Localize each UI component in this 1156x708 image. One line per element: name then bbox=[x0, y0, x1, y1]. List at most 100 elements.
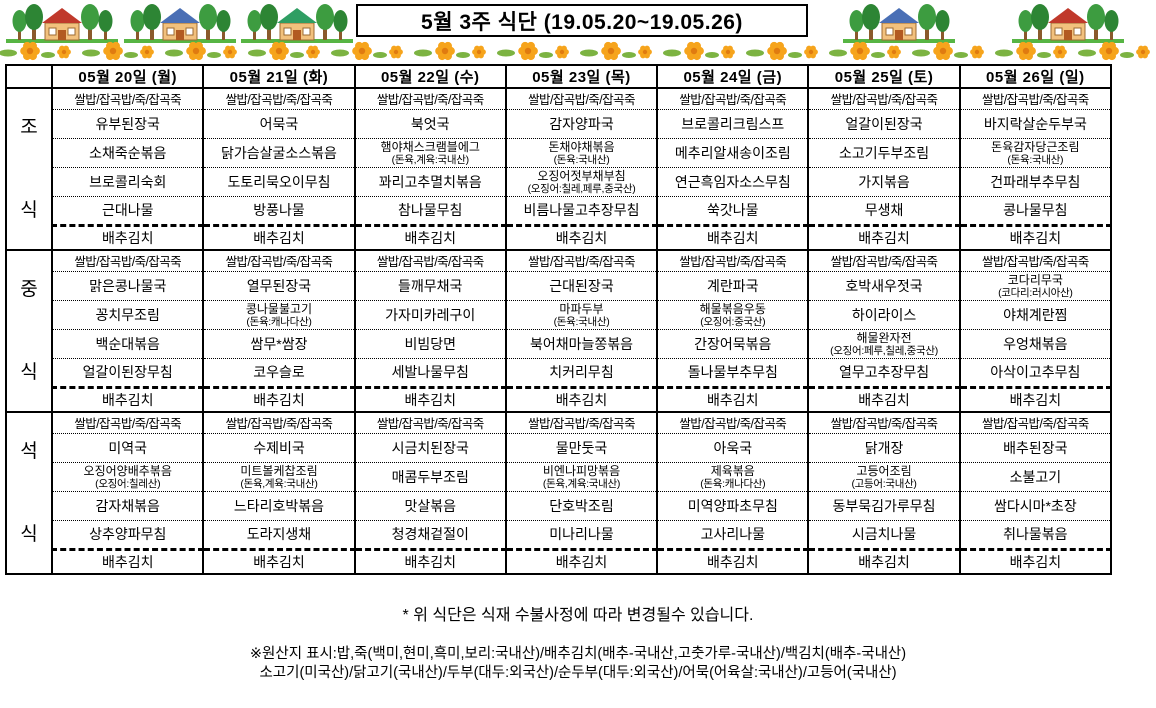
menu-item: 미나리나물 bbox=[504, 520, 658, 550]
tree-icon bbox=[216, 10, 230, 40]
rice-options: 쌀밥/잡곡밥/죽/잡곡죽 bbox=[504, 88, 658, 110]
flower-icon bbox=[555, 45, 569, 59]
menu-item: 매콤두부조림 bbox=[353, 462, 506, 492]
origin-note: (코다리:러시아산) bbox=[998, 286, 1073, 299]
menu-item: 단호박조림 bbox=[504, 491, 658, 521]
kimchi-item: 배추김치 bbox=[958, 385, 1111, 413]
menu-item: 들깨무채국 bbox=[353, 271, 506, 301]
kimchi-item: 배추김치 bbox=[807, 385, 960, 413]
menu-item: 해물완자전 (오징어:페루,칠레,중국산) bbox=[807, 329, 960, 359]
menu-item: 고사리나물 bbox=[656, 520, 809, 550]
house-icon bbox=[878, 8, 919, 41]
menu-item: 도라지생채 bbox=[202, 520, 355, 550]
title-box: 5월 3주 식단 (19.05.20~19.05.26) bbox=[356, 4, 808, 37]
menu-item: 소불고기 bbox=[958, 462, 1111, 492]
leaf-icon bbox=[373, 52, 387, 58]
menu-item: 아삭이고추무침 bbox=[958, 358, 1111, 388]
house-tree-group bbox=[123, 4, 236, 43]
menu-item: 제육볶음 (돈육:캐나다산) bbox=[656, 462, 809, 492]
tree-icon bbox=[12, 10, 27, 40]
kimchi-item: 배추김치 bbox=[202, 223, 355, 251]
flower-icon bbox=[435, 41, 455, 61]
flower-icon bbox=[721, 45, 735, 59]
house-tree-group bbox=[241, 4, 353, 43]
house-tree-group bbox=[842, 4, 955, 43]
flower-icon bbox=[223, 45, 237, 59]
menu-item: 감자채볶음 bbox=[51, 491, 204, 521]
leaf-icon bbox=[663, 49, 681, 57]
day-header: 05월 24일 (금) bbox=[656, 65, 809, 89]
menu-item: 닭가슴살굴소스볶음 bbox=[202, 138, 355, 168]
menu-item: 열무된장국 bbox=[202, 271, 355, 301]
rice-options: 쌀밥/잡곡밥/죽/잡곡죽 bbox=[202, 250, 355, 272]
menu-item: 소채죽순볶음 bbox=[51, 138, 204, 168]
origin-note: (돈육:국내산) bbox=[1007, 153, 1064, 166]
menu-item: 맛살볶음 bbox=[353, 491, 506, 521]
leaf-icon bbox=[746, 49, 764, 57]
leaf-icon bbox=[414, 49, 432, 57]
kimchi-item: 배추김치 bbox=[656, 385, 809, 413]
kimchi-item: 배추김치 bbox=[353, 547, 506, 575]
menu-item: 미역양파초무침 bbox=[656, 491, 809, 521]
house-tree-group bbox=[1011, 4, 1124, 43]
menu-item: 메추리알새송이조림 bbox=[656, 138, 809, 168]
leaf-icon bbox=[248, 49, 266, 57]
flower-icon bbox=[1099, 41, 1119, 61]
flower-icon bbox=[638, 45, 652, 59]
menu-item: 계란파국 bbox=[656, 271, 809, 301]
grass-icon bbox=[1011, 39, 1124, 43]
menu-item: 도토리묵오이무침 bbox=[202, 167, 355, 197]
kimchi-item: 배추김치 bbox=[656, 547, 809, 575]
kimchi-item: 배추김치 bbox=[51, 223, 204, 251]
menu-table: 05월 20일 (월) 05월 21일 (화) 05월 22일 (수) 05월 23일… bbox=[4, 64, 1112, 575]
menu-item: 맑은콩나물국 bbox=[51, 271, 204, 301]
menu-item: 하이라이스 bbox=[807, 300, 960, 330]
leaf-icon bbox=[0, 49, 17, 57]
tree-icon bbox=[247, 10, 262, 40]
menu-item: 취나물볶음 bbox=[958, 520, 1111, 550]
leaf-icon bbox=[912, 49, 930, 57]
menu-item: 코다리무국 (코다리:러시아산) bbox=[958, 271, 1111, 301]
menu-item: 북어채마늘쫑볶음 bbox=[504, 329, 658, 359]
menu-item: 어묵국 bbox=[202, 109, 355, 139]
day-header: 05월 21일 (화) bbox=[202, 65, 355, 89]
tree-icon bbox=[861, 4, 880, 40]
tree-icon bbox=[1018, 10, 1032, 40]
day-header: 05월 25일 (토) bbox=[807, 65, 960, 89]
day-header: 05월 23일 (목) bbox=[504, 65, 658, 89]
rice-options: 쌀밥/잡곡밥/죽/잡곡죽 bbox=[51, 412, 204, 434]
rice-options: 쌀밥/잡곡밥/죽/잡곡죽 bbox=[807, 250, 960, 272]
menu-item: 간장어묵볶음 bbox=[656, 329, 809, 359]
flower-icon bbox=[1136, 45, 1150, 59]
menu-item: 오징어양배추볶음 (오징어:칠레산) bbox=[51, 462, 204, 492]
origin-note: (오징어:중국산) bbox=[700, 315, 766, 328]
menu-item: 배추된장국 bbox=[958, 433, 1111, 463]
menu-item: 동부묵김가루무침 bbox=[807, 491, 960, 521]
tree-icon bbox=[333, 10, 348, 40]
rice-options: 쌀밥/잡곡밥/죽/잡곡죽 bbox=[807, 412, 960, 434]
origin-note: (돈육,계육:국내산) bbox=[240, 477, 318, 490]
flower-icon bbox=[850, 41, 870, 61]
origin-note: (돈육:국내산) bbox=[553, 315, 610, 328]
leaf-icon bbox=[622, 52, 636, 58]
origin-note: (돈육:캐나다산) bbox=[246, 315, 312, 328]
menu-item: 브로콜리크림스프 bbox=[656, 109, 809, 139]
flower-icon bbox=[933, 41, 953, 61]
day-header: 05월 26일 (일) bbox=[958, 65, 1111, 89]
menu-item: 아욱국 bbox=[656, 433, 809, 463]
leaf-icon bbox=[954, 52, 968, 58]
house-tree-group bbox=[6, 4, 118, 43]
grass-icon bbox=[6, 39, 118, 43]
rice-options: 쌀밥/잡곡밥/죽/잡곡죽 bbox=[353, 412, 506, 434]
menu-item: 쌈다시마*초장 bbox=[958, 491, 1111, 521]
flower-icon bbox=[103, 41, 123, 61]
rice-options: 쌀밥/잡곡밥/죽/잡곡죽 bbox=[958, 412, 1111, 434]
house-icon bbox=[42, 8, 82, 41]
menu-item: 바지락살순두부국 bbox=[958, 109, 1111, 139]
flower-icon bbox=[20, 41, 40, 61]
leaf-icon bbox=[82, 49, 100, 57]
leaf-icon bbox=[705, 52, 719, 58]
menu-item: 비름나물고추장무침 bbox=[504, 196, 658, 226]
flower-icon bbox=[352, 41, 372, 61]
